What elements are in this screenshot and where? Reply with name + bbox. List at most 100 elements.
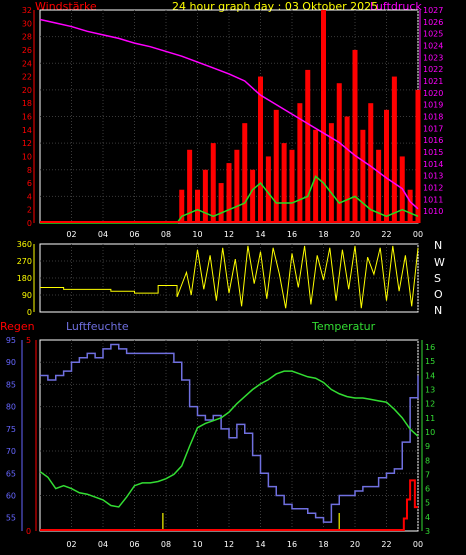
pressure-y-tick-label: 1026: [423, 18, 443, 27]
pressure-y-tick-label: 1012: [423, 184, 443, 193]
wind-x-tick-label: 02: [66, 230, 76, 239]
wind-y-tick-label: 28: [22, 33, 32, 42]
wind-x-tick-label: 00: [413, 230, 423, 239]
temperature-y-tick-label: 16: [425, 343, 435, 352]
wind-y-tick-label: 0: [27, 219, 32, 228]
pressure-y-tick-label: 1021: [423, 77, 443, 86]
direction-label-n-bottom: N: [434, 304, 442, 317]
wind-x-tick-label: 20: [350, 230, 360, 239]
pressure-y-tick-label: 1019: [423, 101, 443, 110]
wind-x-tick-label: 18: [318, 230, 328, 239]
gust-bar: [250, 169, 256, 223]
gust-bar: [179, 189, 185, 223]
climate-x-tick-label: 04: [98, 540, 108, 549]
humidity-y-tick-label: 60: [6, 491, 16, 500]
wind-x-tick-label: 14: [255, 230, 265, 239]
rain-y-tick-label: 5: [26, 336, 31, 345]
climate-x-tick-label: 18: [318, 540, 328, 549]
rain-axis-title: Regen: [0, 320, 35, 333]
pressure-y-tick-label: 1013: [423, 172, 443, 181]
gust-bar: [210, 143, 216, 223]
humidity-y-tick-label: 95: [6, 336, 16, 345]
direction-y-tick-label: 0: [27, 308, 32, 317]
humidity-y-tick-label: 75: [6, 425, 16, 434]
direction-line: [40, 245, 419, 309]
wind-y-tick-label: 20: [22, 86, 32, 95]
gust-bar: [265, 156, 271, 223]
humidity-y-tick-label: 90: [6, 358, 16, 367]
pressure-axis-title: Luftdruck: [370, 0, 422, 13]
pressure-y-tick-label: 1017: [423, 124, 443, 133]
climate-x-tick-label: 06: [129, 540, 139, 549]
pressure-y-tick-label: 1018: [423, 113, 443, 122]
wind-y-tick-label: 14: [22, 126, 32, 135]
pressure-y-tick-label: 1010: [423, 207, 443, 216]
gust-bar: [195, 189, 200, 223]
wind-y-tick-label: 8: [27, 166, 32, 175]
direction-label-w: W: [434, 256, 445, 269]
climate-x-tick-label: 22: [381, 540, 391, 549]
humidity-axis-title: Luftfeuchte: [66, 320, 129, 333]
pressure-y-tick-label: 1014: [423, 160, 443, 169]
climate-x-tick-label: 08: [161, 540, 171, 549]
wind-y-tick-label: 12: [22, 139, 32, 148]
wind-axis-title: Windstärke: [35, 0, 97, 13]
pressure-line: [39, 18, 419, 210]
temperature-y-tick-label: 5: [425, 499, 430, 508]
gust-bar: [297, 103, 303, 223]
temperature-y-tick-label: 9: [425, 442, 430, 451]
gust-bar: [415, 89, 421, 223]
gust-bar: [336, 83, 342, 223]
wind-y-tick-label: 24: [22, 59, 32, 68]
gust-bar: [368, 103, 374, 223]
rain-line: [40, 479, 418, 531]
temperature-line: [39, 370, 419, 508]
gust-bar: [289, 149, 295, 223]
wind-y-tick-label: 22: [22, 73, 32, 82]
wind-x-tick-label: 10: [192, 230, 202, 239]
wind-avg-line: [40, 175, 419, 224]
gust-bar: [281, 143, 287, 223]
wind-y-tick-label: 2: [27, 206, 32, 215]
wind-x-tick-label: 12: [224, 230, 234, 239]
climate-x-tick-label: 12: [224, 540, 234, 549]
temperature-y-tick-label: 7: [425, 470, 430, 479]
direction-label-n-top: N: [434, 239, 442, 252]
wind-x-tick-label: 06: [129, 230, 139, 239]
pressure-y-tick-label: 1016: [423, 136, 443, 145]
gust-bar: [352, 49, 358, 223]
temperature-y-tick-label: 11: [425, 414, 435, 423]
gust-bar: [360, 129, 366, 223]
pressure-y-tick-label: 1027: [423, 6, 443, 15]
temperature-y-tick-label: 12: [425, 400, 435, 409]
wind-x-tick-label: 16: [287, 230, 297, 239]
gust-bar: [258, 76, 263, 223]
temperature-y-tick-label: 8: [425, 456, 430, 465]
climate-x-tick-label: 16: [287, 540, 297, 549]
gust-bar: [321, 10, 326, 223]
pressure-y-tick-label: 1020: [423, 89, 443, 98]
pressure-y-tick-label: 1011: [423, 195, 443, 204]
climate-x-tick-label: 10: [192, 540, 202, 549]
gust-bar: [328, 123, 334, 223]
wind-y-tick-label: 6: [27, 179, 32, 188]
direction-y-tick-label: 90: [22, 291, 32, 300]
wind-y-tick-label: 10: [22, 152, 32, 161]
wind-x-tick-label: 22: [381, 230, 391, 239]
wind-x-tick-label: 08: [161, 230, 171, 239]
climate-x-tick-label: 14: [255, 540, 265, 549]
pressure-y-tick-label: 1024: [423, 42, 443, 51]
wind-y-tick-label: 32: [22, 6, 32, 15]
humidity-y-tick-label: 85: [6, 380, 16, 389]
temperature-y-tick-label: 6: [425, 485, 430, 494]
direction-label-o: O: [434, 288, 443, 301]
temperature-y-tick-label: 10: [425, 428, 435, 437]
temperature-y-tick-label: 15: [425, 357, 435, 366]
gust-bar: [202, 169, 208, 223]
wind-x-tick-label: 04: [98, 230, 108, 239]
pressure-y-tick-label: 1025: [423, 30, 443, 39]
temperature-axis-title: Temperatur: [311, 320, 376, 333]
wind-y-tick-label: 30: [22, 19, 32, 28]
direction-y-tick-label: 360: [17, 240, 32, 249]
pressure-y-tick-label: 1022: [423, 65, 443, 74]
